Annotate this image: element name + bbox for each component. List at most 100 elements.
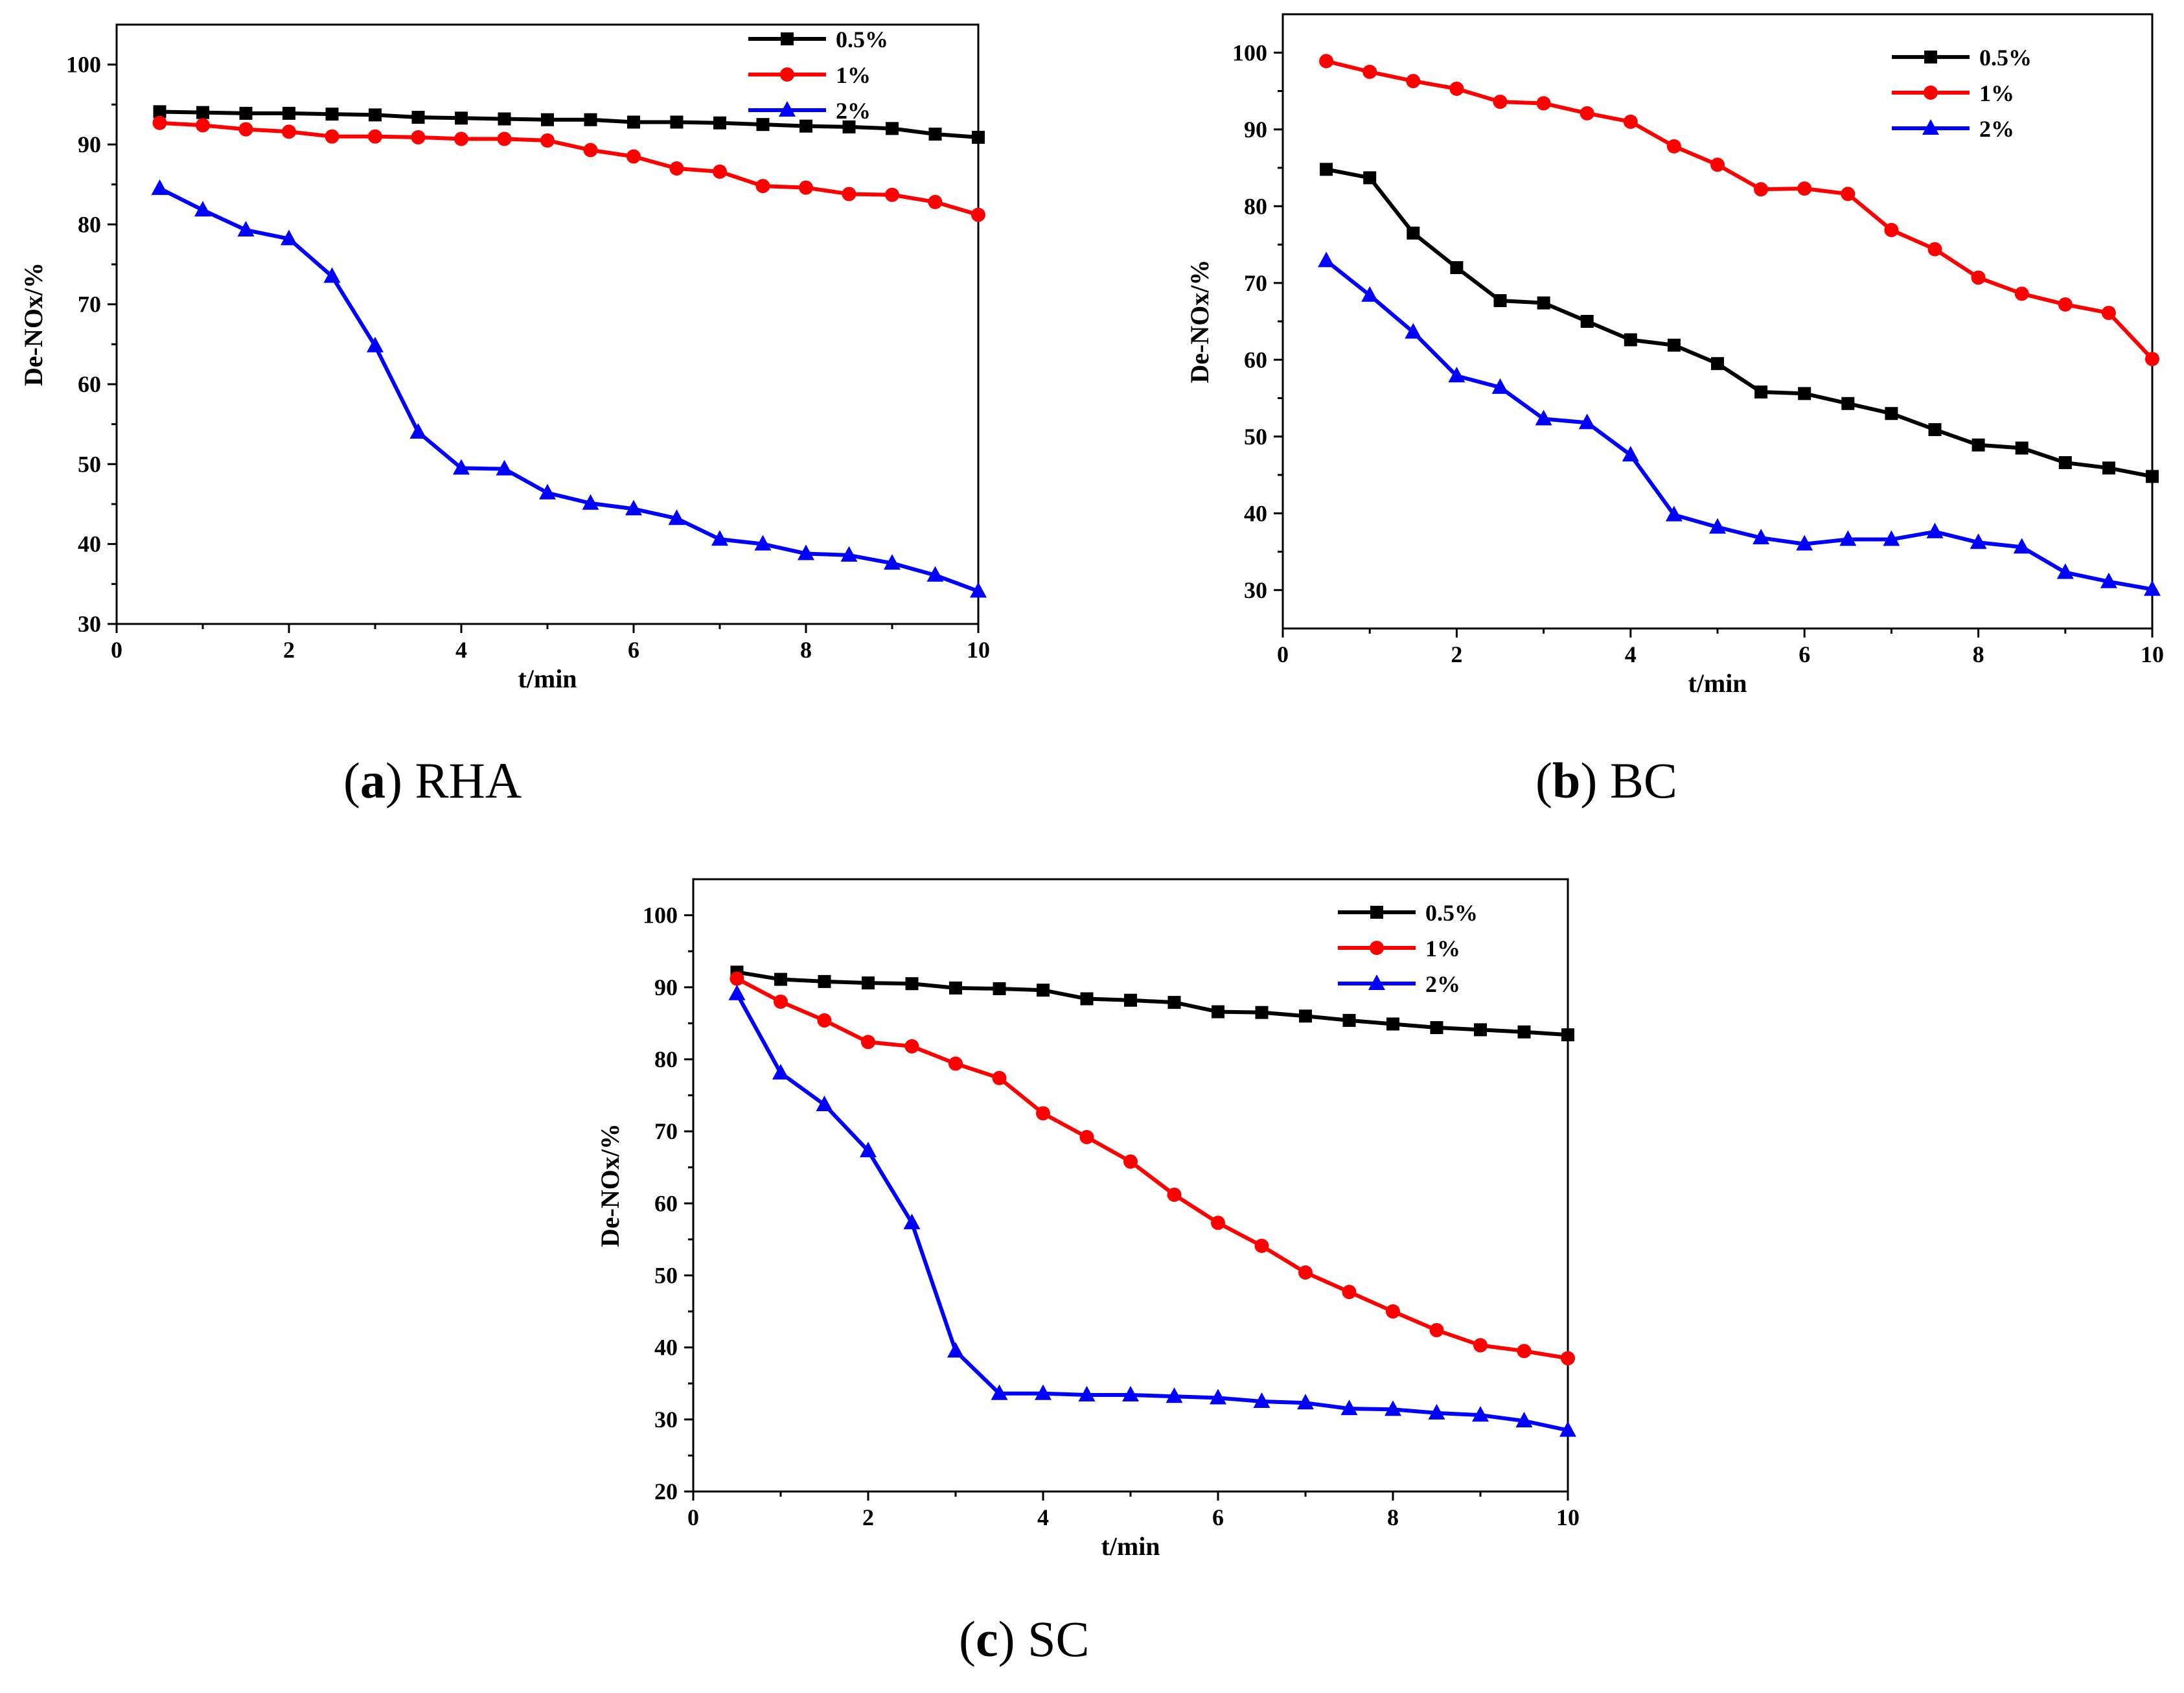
data-point — [2015, 441, 2029, 455]
y-tick-label: 30 — [654, 1407, 678, 1433]
caption-name: RHA — [415, 752, 522, 809]
x-tick-label: 6 — [1799, 641, 1810, 667]
data-point — [1928, 423, 1942, 437]
data-point — [453, 459, 470, 475]
data-point — [151, 179, 168, 195]
data-point — [282, 106, 295, 120]
data-point — [584, 113, 597, 126]
data-point — [411, 111, 425, 124]
data-point — [1797, 181, 1812, 196]
caption-letter: a — [360, 752, 385, 809]
data-point — [862, 976, 875, 990]
data-point — [2144, 580, 2161, 596]
data-point — [1255, 1006, 1269, 1019]
y-tick-label: 70 — [1244, 270, 1267, 296]
y-tick-label: 70 — [78, 292, 101, 317]
x-axis-title: t/min — [1101, 1532, 1160, 1561]
data-point — [669, 161, 684, 176]
data-point — [1515, 1412, 1533, 1428]
data-point — [1491, 378, 1509, 394]
data-point — [1079, 1130, 1094, 1145]
data-point — [1753, 529, 1770, 545]
data-point — [713, 116, 726, 130]
data-point — [772, 1064, 789, 1080]
data-point — [1124, 993, 1137, 1007]
data-point — [1342, 1285, 1357, 1300]
data-point — [1493, 95, 1508, 109]
series-line-2pct — [1325, 259, 2153, 592]
y-tick-label: 40 — [78, 531, 101, 557]
data-point — [842, 187, 856, 202]
data-point — [1536, 96, 1551, 111]
data-point — [1299, 1009, 1312, 1023]
x-tick-label: 10 — [1556, 1504, 1580, 1530]
data-point — [411, 130, 426, 144]
x-tick-label: 0 — [1277, 641, 1289, 667]
data-point — [818, 974, 831, 988]
data-point — [972, 130, 985, 144]
data-point — [409, 423, 427, 439]
legend-label: 2% — [1979, 116, 2014, 142]
series-line-0-5pct — [737, 970, 1569, 1037]
data-point — [1340, 1399, 1358, 1416]
data-point — [860, 1142, 877, 1158]
data-point — [728, 984, 746, 1000]
data-point — [1362, 64, 1377, 79]
data-point — [2146, 470, 2159, 483]
data-point — [2101, 305, 2116, 320]
y-tick-label: 90 — [1244, 117, 1267, 143]
y-tick-label: 40 — [654, 1335, 678, 1361]
data-point — [1796, 535, 1813, 551]
data-point — [1622, 446, 1639, 462]
data-point — [1971, 438, 1985, 452]
data-point — [239, 106, 253, 120]
data-point — [1666, 139, 1681, 154]
legend-marker — [781, 32, 794, 45]
data-point — [926, 566, 944, 582]
legend-marker — [1368, 974, 1385, 990]
data-point — [1665, 505, 1683, 522]
legend-label: 0.5% — [836, 27, 888, 52]
x-tick-label: 2 — [1451, 641, 1462, 667]
data-point — [1386, 1017, 1399, 1031]
y-tick-label: 50 — [1244, 424, 1267, 450]
y-tick-label: 90 — [654, 974, 678, 1000]
legend-marker — [779, 101, 796, 117]
data-point — [1210, 1388, 1226, 1405]
data-point — [1342, 1013, 1356, 1027]
data-point — [816, 1095, 833, 1111]
y-tick-label: 50 — [78, 451, 101, 477]
y-tick-label: 40 — [1244, 500, 1267, 526]
data-point — [756, 118, 770, 132]
data-point — [798, 544, 814, 560]
data-point — [1037, 984, 1050, 997]
data-point — [799, 180, 813, 195]
data-point — [947, 1342, 964, 1358]
data-point — [1448, 367, 1466, 383]
data-point — [238, 122, 253, 137]
data-point — [755, 179, 770, 194]
data-point — [1078, 1386, 1096, 1402]
data-point — [1473, 1338, 1488, 1353]
caption-bc: (b) BC — [1535, 752, 1677, 809]
y-tick-label: 60 — [1244, 347, 1267, 373]
y-tick-label: 80 — [1244, 193, 1267, 219]
data-point — [1080, 992, 1094, 1006]
data-point — [1407, 226, 1420, 240]
legend-marker — [780, 67, 794, 82]
data-point — [949, 981, 962, 995]
data-point — [817, 1013, 832, 1028]
data-point — [799, 119, 812, 133]
caption-rha: (a) RHA — [343, 752, 522, 809]
data-point — [498, 112, 511, 126]
x-tick-label: 4 — [1625, 641, 1637, 667]
data-point — [368, 129, 382, 144]
data-point — [1537, 296, 1550, 310]
data-point — [1474, 1023, 1487, 1037]
data-point — [993, 982, 1006, 995]
data-point — [1754, 182, 1769, 197]
y-axis-title: De-NOx/% — [1185, 259, 1214, 383]
x-tick-label: 8 — [1387, 1504, 1399, 1530]
data-point — [970, 582, 987, 598]
